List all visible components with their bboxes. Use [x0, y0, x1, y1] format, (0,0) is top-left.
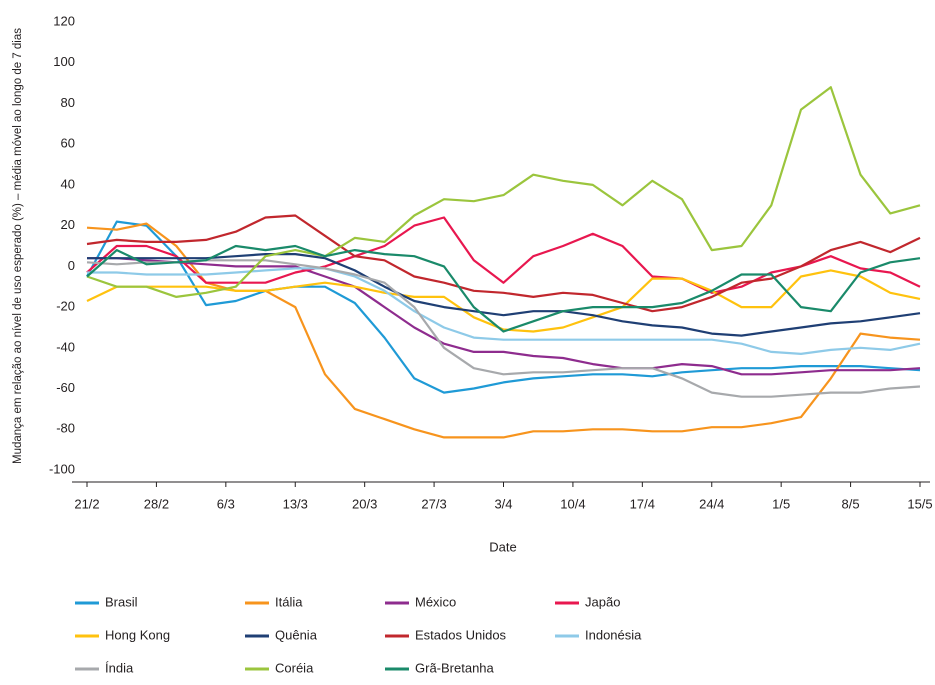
x-tick-label: 3/4: [494, 496, 512, 511]
legend-label: Hong Kong: [105, 627, 170, 642]
y-tick-label: 120: [53, 13, 75, 28]
y-tick-label: -100: [49, 461, 75, 476]
y-tick-label: 40: [61, 176, 75, 191]
series-line: [86, 220, 921, 394]
series-line: [86, 259, 921, 398]
x-tick-label: 13/3: [283, 496, 308, 511]
y-tick-label: 100: [53, 54, 75, 69]
x-tick-label: 28/2: [144, 496, 169, 511]
series-line: [86, 86, 921, 298]
x-tick-label: 6/3: [217, 496, 235, 511]
y-tick-label: -20: [56, 299, 75, 314]
legend-label: Itália: [275, 594, 303, 609]
x-tick-label: 10/4: [560, 496, 585, 511]
x-tick-label: 8/5: [842, 496, 860, 511]
series-line: [87, 257, 921, 376]
series-line: [86, 216, 921, 294]
x-tick-label: 27/3: [421, 496, 446, 511]
legend-label: Estados Unidos: [415, 627, 507, 642]
y-tick-label: 60: [61, 136, 75, 151]
legend-label: México: [415, 594, 456, 609]
series-line: [87, 267, 921, 355]
y-tick-label: 20: [61, 217, 75, 232]
x-tick-label: 1/5: [772, 496, 790, 511]
y-tick-label: 80: [61, 95, 75, 110]
legend-label: Índia: [105, 660, 134, 675]
y-tick-label: -80: [56, 421, 75, 436]
legend-label: Grã-Bretanha: [415, 660, 495, 675]
x-tick-label: 21/2: [74, 496, 99, 511]
y-tick-label: -60: [56, 380, 75, 395]
series-line: [86, 214, 921, 313]
x-tick-label: 20/3: [352, 496, 377, 511]
y-tick-label: 0: [68, 258, 75, 273]
x-axis-title: Date: [489, 539, 516, 554]
series-line: [87, 253, 921, 337]
y-tick-label: -40: [56, 339, 75, 354]
x-tick-label: 24/4: [699, 496, 724, 511]
y-axis-title: Mudança em relação ao nível de uso esper…: [12, 28, 24, 464]
series-line: [86, 244, 921, 333]
x-tick-label: 17/4: [630, 496, 655, 511]
legend-label: Japão: [585, 594, 620, 609]
legend-label: Indonésia: [585, 627, 642, 642]
legend-label: Quênia: [275, 627, 318, 642]
x-tick-label: 15/5: [907, 496, 932, 511]
legend-label: Coréia: [275, 660, 314, 675]
legend-label: Brasil: [105, 594, 138, 609]
